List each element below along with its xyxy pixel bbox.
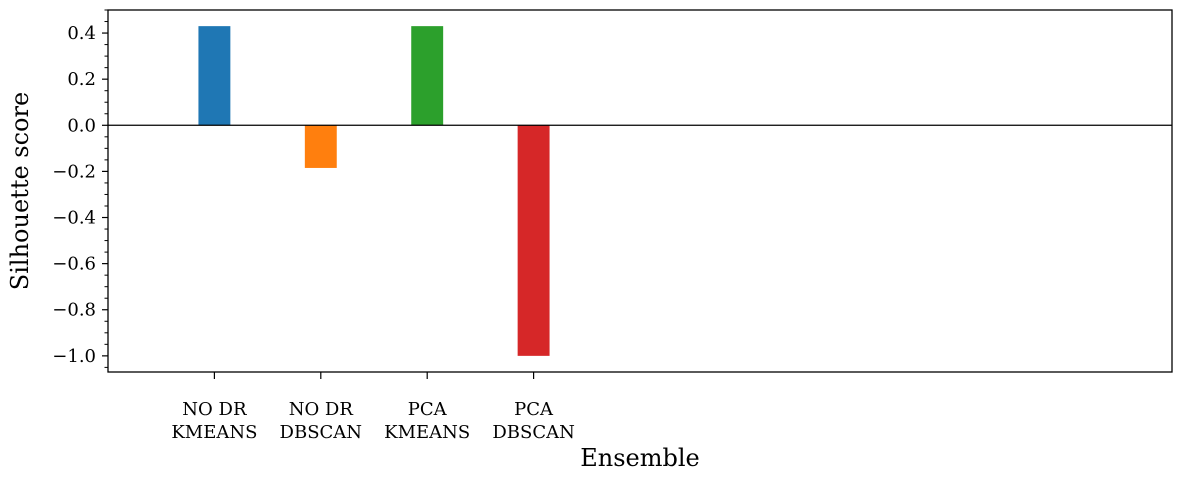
y-tick-label: −0.6 [52, 254, 96, 275]
y-axis-ticks: 0.4 0.2 0.0 −0.2 −0.4 −0.6 −0.8 −1.0 [52, 9, 108, 368]
y-tick-label: 0.4 [67, 23, 96, 44]
bars-group [198, 26, 550, 356]
y-tick-label: 0.0 [67, 115, 96, 136]
y-axis-title: Silhouette score [6, 92, 34, 290]
bar-1 [304, 125, 337, 168]
bar-0 [198, 26, 231, 126]
y-tick-label: −1.0 [52, 346, 96, 367]
y-tick-label: 0.2 [67, 69, 96, 90]
bar-2 [411, 26, 444, 126]
plot-frame [107, 9, 1173, 373]
y-tick-label: −0.8 [52, 300, 96, 321]
x-tick-label: PCA DBSCAN [492, 399, 575, 443]
x-axis-ticks: NO DR KMEANS NO DR DBSCAN PCA KMEANS PCA DBSCAN [171, 372, 575, 443]
bar-3 [517, 125, 550, 356]
x-axis-title: Ensemble [580, 444, 700, 472]
x-tick-label: NO DR KMEANS [171, 399, 257, 443]
y-tick-label: −0.4 [52, 208, 96, 229]
y-tick-label: −0.2 [52, 161, 96, 182]
x-tick-label: PCA KMEANS [384, 399, 470, 443]
x-tick-label: NO DR DBSCAN [280, 399, 363, 443]
